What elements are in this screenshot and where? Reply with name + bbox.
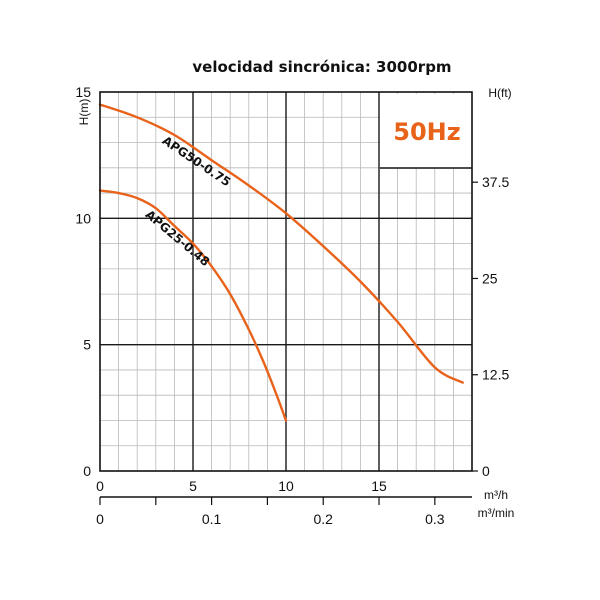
y2-tick-label: 0 bbox=[482, 463, 490, 479]
series-label: APG25-0.48 bbox=[143, 207, 213, 269]
plot-frame bbox=[99, 91, 473, 472]
tick-labels: 0 12.5 25 37.5 0 5 10 15 0 5 10 15 0 0.1 0.2 0.3 H(m) H(f… bbox=[75, 84, 514, 527]
y2-tick-label: 37.5 bbox=[482, 174, 509, 190]
x-tick-label: 0 bbox=[96, 478, 104, 494]
major-grid bbox=[100, 92, 472, 471]
y2-axis-label: H(ft) bbox=[488, 86, 511, 100]
x2-tick-label: 0.1 bbox=[202, 511, 222, 527]
curve-labels: APG50-0.75 APG25-0.48 bbox=[143, 133, 233, 269]
curves bbox=[98, 103, 464, 422]
x-tick-label: 15 bbox=[371, 478, 387, 494]
x-tick-label: 10 bbox=[278, 478, 294, 494]
y-tick-label: 0 bbox=[83, 463, 91, 479]
frequency-box-background bbox=[380, 94, 472, 168]
chart-title: velocidad sincrónica: 3000rpm bbox=[192, 58, 451, 76]
series-line bbox=[98, 103, 464, 384]
x-axis-label: m³/h bbox=[484, 488, 508, 502]
series-line bbox=[98, 189, 288, 422]
y-tick-label: 15 bbox=[75, 84, 91, 100]
x2-tick-label: 0.3 bbox=[425, 511, 445, 527]
series-label: APG50-0.75 bbox=[160, 133, 234, 189]
x-tick-label: 5 bbox=[189, 478, 197, 494]
x2-tick-label: 0 bbox=[96, 511, 104, 527]
x2-axis-label: m³/min bbox=[478, 506, 515, 520]
y2-tick-label: 12.5 bbox=[482, 367, 509, 383]
y-axis-label: H(m) bbox=[77, 99, 91, 126]
y-tick-label: 5 bbox=[83, 337, 91, 353]
x2-tick-label: 0.2 bbox=[313, 511, 333, 527]
axes bbox=[99, 91, 478, 505]
y2-tick-label: 25 bbox=[482, 270, 498, 286]
frequency-box: 50Hz bbox=[380, 94, 472, 169]
y-tick-label: 10 bbox=[75, 210, 91, 226]
frequency-label: 50Hz bbox=[393, 118, 460, 146]
